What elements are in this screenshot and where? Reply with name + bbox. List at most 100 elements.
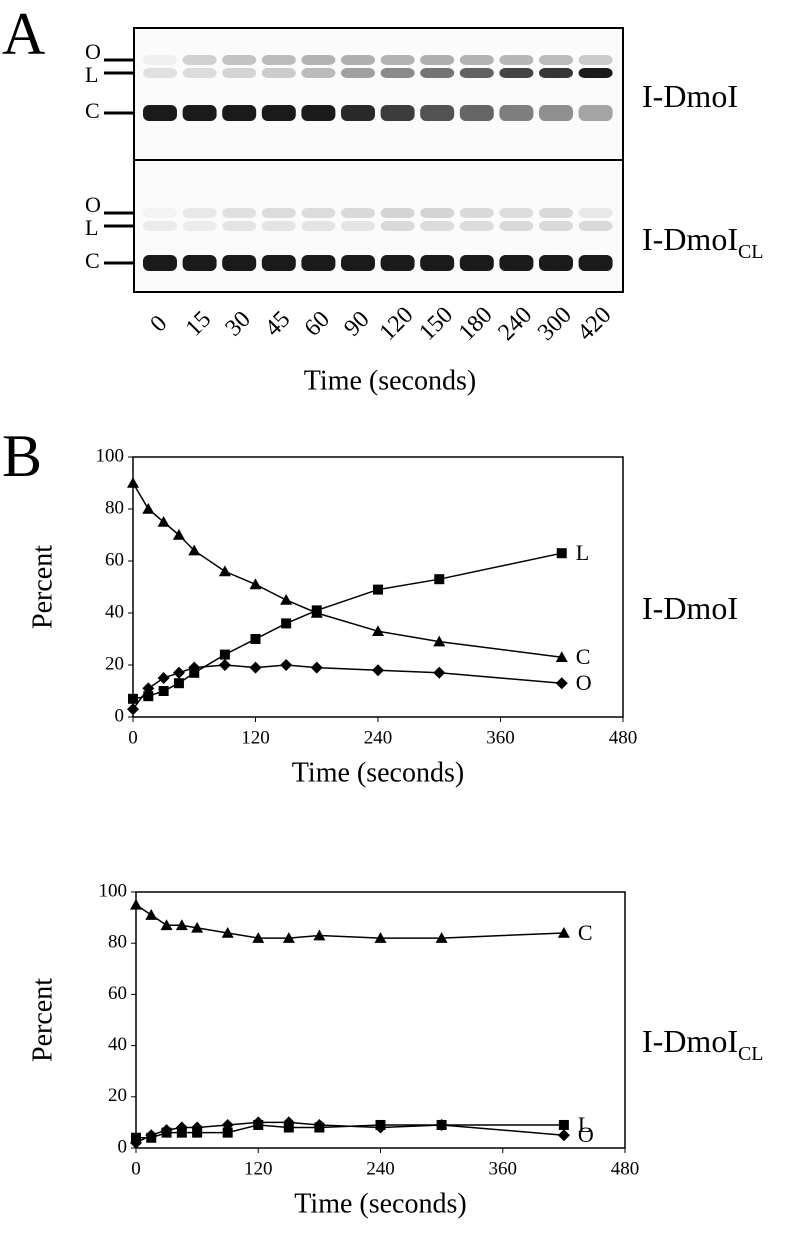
series-label: O xyxy=(576,670,592,695)
gel-band xyxy=(499,105,534,121)
gel-band xyxy=(539,68,573,78)
lane-label: 300 xyxy=(533,302,577,346)
gel-name-subscript: CL xyxy=(738,241,764,263)
marker xyxy=(222,1127,233,1138)
marker xyxy=(175,919,188,931)
lane-label: 240 xyxy=(493,302,537,346)
series-label: L xyxy=(576,540,589,565)
chart-name-subscript: CL xyxy=(738,1043,764,1065)
marker xyxy=(127,477,139,488)
gel-band xyxy=(380,68,415,78)
band-label: O xyxy=(85,39,101,64)
marker xyxy=(433,666,446,679)
lane-label: 0 xyxy=(146,311,173,338)
gel-band xyxy=(459,68,494,78)
gel-band xyxy=(578,68,613,78)
marker xyxy=(191,1121,204,1134)
marker xyxy=(145,909,158,920)
lane-label: 45 xyxy=(260,306,295,341)
gel-band xyxy=(182,221,217,231)
marker xyxy=(435,1118,448,1131)
marker xyxy=(373,584,383,595)
gel-band xyxy=(341,55,375,65)
gel-band xyxy=(499,208,534,218)
marker xyxy=(433,635,446,647)
gel-band xyxy=(301,55,336,65)
marker xyxy=(555,677,568,690)
gel-band xyxy=(380,55,415,65)
gel-band xyxy=(222,105,257,121)
x-tick-label: 120 xyxy=(244,1158,273,1179)
marker xyxy=(374,932,387,943)
gel-band xyxy=(301,208,336,218)
y-tick-label: 80 xyxy=(108,932,127,953)
y-tick-label: 60 xyxy=(108,983,127,1004)
marker xyxy=(221,926,234,938)
gel-band xyxy=(420,208,455,218)
marker xyxy=(435,932,448,943)
series-label: C xyxy=(576,644,591,669)
gel-band xyxy=(301,255,336,271)
gel-band xyxy=(222,255,257,271)
marker xyxy=(313,1118,326,1131)
marker xyxy=(218,659,231,671)
gel-band xyxy=(261,208,296,218)
gel-name: I-DmoI xyxy=(642,78,738,114)
marker xyxy=(555,651,568,662)
marker xyxy=(221,1118,234,1131)
gel-band xyxy=(341,221,375,231)
gel-band xyxy=(143,221,177,231)
gel-band xyxy=(539,208,573,218)
gel-band xyxy=(301,221,336,231)
lane-label: 120 xyxy=(375,302,419,346)
gel-band xyxy=(578,105,613,121)
series-label: O xyxy=(578,1122,594,1147)
gel-band xyxy=(578,255,613,271)
gel-name: I-DmoI xyxy=(642,78,738,114)
gel-band xyxy=(182,255,217,271)
band-label: C xyxy=(85,98,100,123)
marker xyxy=(556,548,567,559)
gel-band xyxy=(578,221,613,231)
gel-band xyxy=(182,105,217,121)
y-tick-label: 100 xyxy=(96,445,125,466)
marker xyxy=(558,1119,569,1130)
marker xyxy=(372,664,384,677)
gel-band xyxy=(222,68,257,78)
marker xyxy=(160,919,173,931)
gel-band xyxy=(539,255,573,271)
x-tick-label: 480 xyxy=(609,727,638,748)
y-tick-label: 100 xyxy=(99,880,128,901)
x-axis-title: Time (seconds) xyxy=(304,365,476,396)
marker xyxy=(130,898,142,910)
marker xyxy=(145,1129,158,1142)
marker xyxy=(252,1116,265,1129)
marker xyxy=(280,659,293,671)
gel-name: I-DmoI xyxy=(642,221,738,257)
gel-band xyxy=(143,255,177,271)
band-label: C xyxy=(85,248,100,273)
lane-label: 180 xyxy=(454,302,498,346)
panel-label: A xyxy=(2,1,45,67)
gel-band xyxy=(182,208,217,218)
gel-band xyxy=(143,68,177,78)
gel-band xyxy=(578,208,613,218)
marker xyxy=(191,921,204,933)
marker xyxy=(143,691,154,702)
lane-label: 60 xyxy=(300,306,335,341)
gel-band xyxy=(499,68,534,78)
marker xyxy=(160,1124,173,1137)
marker xyxy=(175,1121,188,1134)
marker xyxy=(557,1129,570,1142)
gel-band xyxy=(459,55,494,65)
x-tick-label: 360 xyxy=(486,727,515,748)
series-label: C xyxy=(578,920,593,945)
x-tick-label: 0 xyxy=(128,727,138,748)
gel-name: I-DmoICL xyxy=(642,221,764,262)
gel-band xyxy=(261,221,296,231)
chart-name: I-DmoI xyxy=(642,1023,738,1059)
chart-name: I-DmoI xyxy=(642,590,738,626)
series-label: L xyxy=(578,1112,591,1137)
gel-band xyxy=(380,105,415,121)
